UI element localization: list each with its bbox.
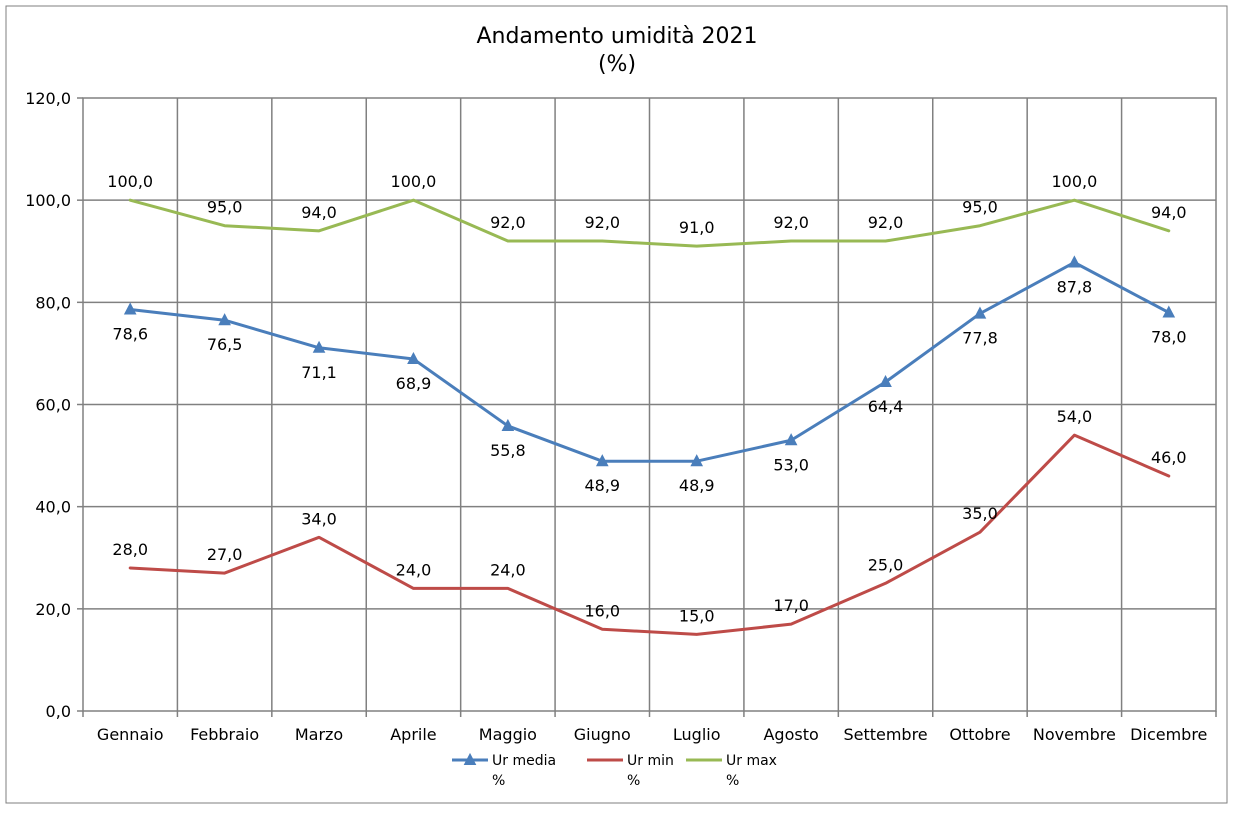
x-tick-label: Ottobre [949,725,1010,744]
y-tick-label: 120,0 [25,89,71,108]
series-marker [123,302,137,315]
series-lines [123,198,1176,636]
series-marker [879,374,892,388]
data-label: 54,0 [1057,407,1093,426]
data-label: 95,0 [207,198,243,217]
legend-label-unit: % [627,773,640,789]
series-marker [690,454,704,467]
data-label: 35,0 [962,504,998,523]
x-tick-label: Aprile [390,725,436,744]
series-line [128,433,1171,636]
legend-label-unit: % [726,773,739,789]
data-label: 100,0 [107,172,153,191]
y-tick-label: 0,0 [46,702,71,721]
data-label: 77,8 [962,329,998,348]
series-marker [501,418,515,431]
data-label: 34,0 [301,509,337,528]
data-label: 55,8 [490,441,526,460]
series-marker [312,340,326,353]
x-tick-label: Settembre [843,725,927,744]
data-label: 27,0 [207,545,243,564]
data-label: 87,8 [1057,277,1093,296]
data-label: 78,6 [112,324,148,343]
x-tick-label: Maggio [479,725,537,744]
x-tick-label: Giugno [574,725,631,744]
data-label: 28,0 [112,540,148,559]
x-tick-label: Luglio [673,725,721,744]
x-tick-label: Gennaio [97,725,164,744]
data-labels: 78,6 76,5 71,1 68,9 55,8 48,9 48,9 53,0 64,4 77,8… [107,172,1186,625]
axes: 0,0 20,0 40,0 60,0 80,0 100,0 120,0 Gennaio Febb… [25,89,1217,744]
data-label: 24,0 [396,560,432,579]
series-marker [784,433,798,446]
data-label: 16,0 [584,601,620,620]
data-label: 48,9 [584,476,620,495]
data-label: 64,4 [868,397,904,416]
data-label: 95,0 [962,198,998,217]
legend: Ur media% Ur min% Ur max% [452,752,777,789]
chart-title: Andamento umidità 2021 [476,24,757,49]
data-label: 76,5 [207,335,243,354]
legend-marker [463,752,477,765]
series-marker [973,306,987,319]
y-tick-label: 100,0 [25,191,71,210]
series-marker [407,351,420,365]
y-tick-label: 40,0 [35,498,71,517]
x-tick-label: Agosto [763,725,818,744]
data-label: 25,0 [868,555,904,574]
data-label: 78,0 [1151,328,1187,347]
chart-subtitle: (%) [598,52,636,77]
data-label: 24,0 [490,560,526,579]
y-tick-label: 20,0 [35,600,71,619]
series-marker [218,313,231,326]
data-label: 68,9 [396,374,432,393]
data-label: 15,0 [679,606,715,625]
x-tick-label: Marzo [295,725,343,744]
data-label: 46,0 [1151,448,1187,467]
data-label: 100,0 [391,172,437,191]
data-label: 92,0 [584,213,620,232]
data-label: 92,0 [490,213,526,232]
series-line [128,260,1171,463]
data-label: 71,1 [301,363,337,382]
data-label: 94,0 [301,203,337,222]
data-label: 17,0 [773,596,809,615]
x-tick-label: Dicembre [1130,725,1207,744]
data-label: 94,0 [1151,203,1187,222]
legend-label: Ur max [726,753,777,769]
y-tick-label: 80,0 [35,293,71,312]
series-marker [595,454,609,467]
data-label: 91,0 [679,218,715,237]
grid [82,97,1217,712]
series-marker [1162,305,1176,318]
x-tick-label: Febbraio [190,725,259,744]
data-label: 100,0 [1051,172,1097,191]
data-label: 92,0 [868,213,904,232]
legend-label: Ur min [627,753,674,769]
series-marker [1068,255,1081,268]
legend-label: Ur media [492,753,556,769]
data-label: 92,0 [773,213,809,232]
data-label: 48,9 [679,476,715,495]
legend-label-unit: % [492,773,505,789]
y-tick-label: 60,0 [35,396,71,415]
series-line [128,198,1171,248]
x-tick-label: Novembre [1033,725,1116,744]
data-label: 53,0 [773,455,809,474]
